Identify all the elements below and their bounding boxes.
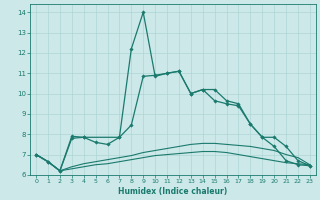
X-axis label: Humidex (Indice chaleur): Humidex (Indice chaleur)	[118, 187, 228, 196]
